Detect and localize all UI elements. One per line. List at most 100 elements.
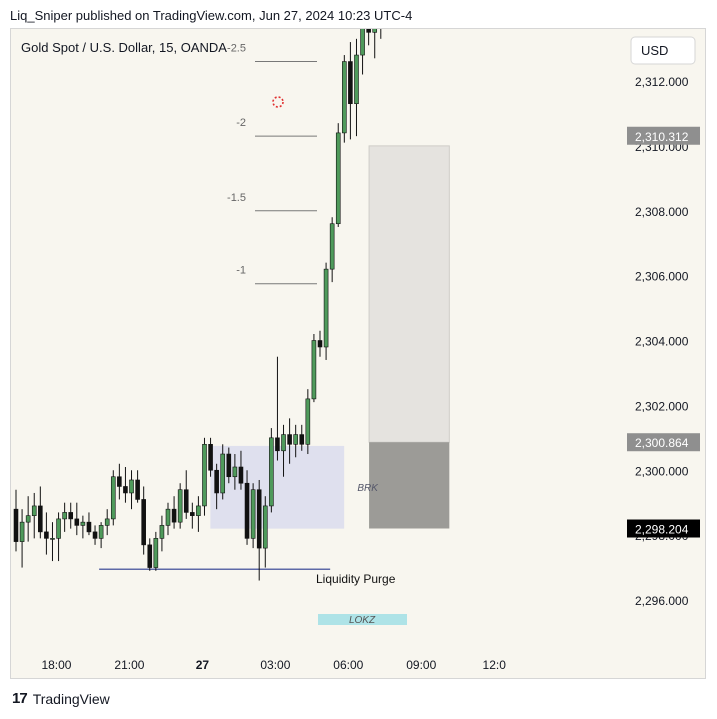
price-tick-label: 2,300.000	[635, 464, 689, 478]
chart-frame[interactable]: -2.5 -2 -1.5 -1 BRK Liquidity Purge LOKZ 2,29…	[10, 28, 706, 679]
candle-down	[171, 508, 177, 523]
fib-layer: -2.5 -2 -1.5 -1	[227, 43, 317, 285]
price-tick-label: 2,304.000	[635, 335, 689, 349]
candle-down	[38, 505, 43, 533]
time-tick-label: 12:0	[483, 658, 507, 672]
stop-zone-box	[369, 442, 450, 529]
candle-down	[117, 476, 122, 487]
lokz-box	[318, 614, 407, 625]
candle-down	[13, 508, 19, 542]
candle-up	[329, 223, 335, 270]
price-badge-label: 2,298.204	[635, 523, 689, 537]
loading-spinner-icon	[272, 96, 284, 108]
candle-up	[360, 29, 365, 56]
candle-up	[50, 538, 55, 540]
time-tick-label: 09:00	[406, 658, 436, 672]
time-tick-label: 03:00	[260, 658, 290, 672]
candle-down	[44, 531, 49, 539]
target-zone-box	[368, 145, 450, 443]
candle-up	[232, 466, 238, 478]
candle-up	[293, 434, 298, 445]
candle-down	[68, 512, 74, 520]
candle-up	[335, 132, 341, 225]
candle-down	[92, 531, 98, 539]
chart-title: Gold Spot / U.S. Dollar, 15, OANDA	[21, 40, 227, 55]
candle-down	[275, 437, 280, 452]
candle-down	[183, 489, 189, 513]
time-axis-layer: 18:00 21:00 27 03:00 06:00 09:00 12:0	[41, 658, 506, 672]
spinner-ring	[272, 96, 284, 108]
currency-button[interactable]: USD	[630, 36, 696, 65]
candle-up	[165, 508, 171, 526]
tradingview-logo-icon: 17	[12, 690, 28, 707]
price-badge	[627, 519, 700, 538]
price-badge	[627, 433, 700, 452]
fib-level-label: -2	[236, 117, 246, 129]
candle-up	[19, 521, 25, 542]
candle-down	[141, 499, 146, 546]
candle-down	[190, 512, 195, 516]
brk-label: BRK	[357, 483, 379, 494]
candle-up	[372, 29, 378, 33]
candle-up	[110, 476, 116, 520]
footer-branding[interactable]: 17 TradingView	[12, 690, 110, 707]
time-tick-label: 27	[196, 658, 210, 672]
candle-down	[147, 544, 153, 568]
candle-up	[159, 525, 165, 539]
candles-layer	[13, 29, 382, 581]
candle-up	[129, 479, 134, 494]
candle-up	[262, 505, 268, 549]
lokz-label: LOKZ	[349, 615, 376, 626]
candle-up	[25, 515, 31, 523]
candle-down	[123, 486, 128, 494]
candle-up	[342, 61, 347, 134]
time-tick-label: 21:00	[114, 658, 144, 672]
price-tick-label: 2,296.000	[635, 594, 689, 608]
candle-up	[220, 453, 226, 494]
candle-up	[269, 437, 274, 507]
currency-button-label: USD	[641, 43, 668, 58]
candle-up	[153, 538, 159, 568]
publish-header: Liq_Sniper published on TradingView.com,…	[10, 8, 413, 23]
candle-down	[287, 434, 292, 445]
price-badge-label: 2,310.312	[635, 130, 689, 144]
candle-up	[250, 489, 256, 539]
candle-down	[348, 61, 353, 105]
candle-up	[56, 518, 61, 539]
time-tick-label: 06:00	[333, 658, 363, 672]
candle-up	[354, 54, 359, 105]
price-axis-layer: 2,296.0002,298.0002,300.0002,302.0002,30…	[627, 75, 700, 608]
price-tick-label: 2,306.000	[635, 270, 689, 284]
annotations-layer: BRK Liquidity Purge LOKZ	[316, 483, 407, 626]
candle-down	[238, 466, 244, 484]
candle-up	[202, 443, 207, 507]
candle-down	[214, 469, 219, 494]
candle-up	[177, 489, 183, 523]
candle-down	[256, 489, 262, 549]
candle-up	[31, 505, 37, 516]
zones-layer	[99, 145, 450, 570]
fib-level-label: -1.5	[227, 192, 246, 204]
candle-up	[62, 512, 67, 520]
fib-level-label: -1	[236, 265, 246, 277]
price-badge	[627, 126, 700, 145]
price-tick-label: 2,302.000	[635, 399, 689, 413]
price-badge-label: 2,300.864	[635, 436, 689, 450]
candle-down	[317, 340, 323, 348]
candle-down	[208, 443, 213, 471]
candle-up	[98, 525, 104, 539]
candle-up	[104, 518, 110, 526]
candle-down	[366, 29, 371, 33]
price-tick-label: 2,308.000	[635, 205, 689, 219]
fib-level-label: -2.5	[227, 43, 246, 55]
candle-down	[299, 434, 305, 445]
candle-up	[80, 521, 86, 526]
candle-down	[135, 479, 140, 500]
footer-brand-label: TradingView	[32, 690, 110, 707]
candle-down	[244, 482, 250, 539]
candle-up	[305, 398, 311, 445]
candle-up	[323, 268, 329, 348]
price-tick-label: 2,312.000	[635, 75, 689, 89]
price-chart[interactable]: -2.5 -2 -1.5 -1 BRK Liquidity Purge LOKZ 2,29…	[11, 29, 706, 679]
candle-down	[226, 453, 232, 478]
